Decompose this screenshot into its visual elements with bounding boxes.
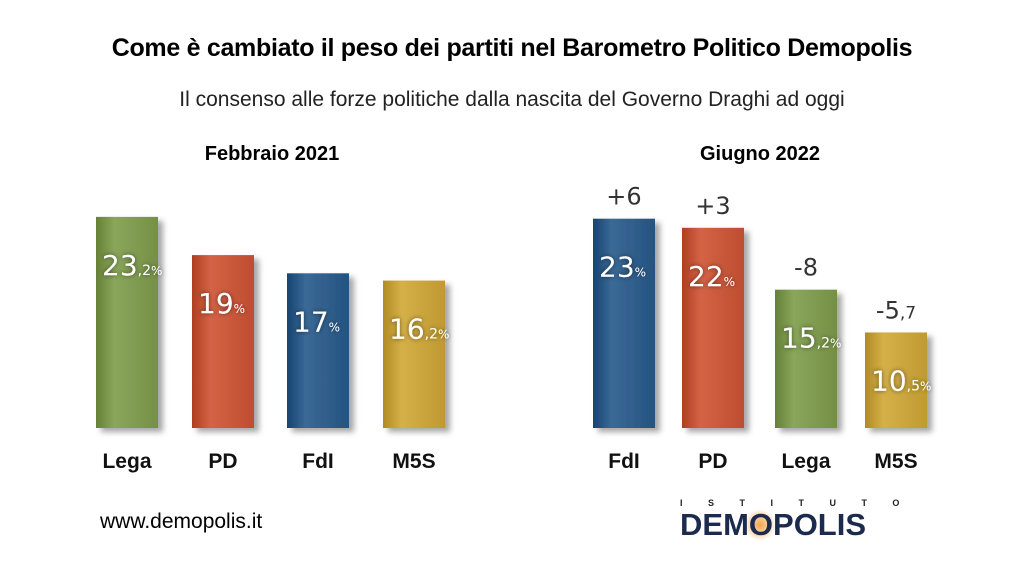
category-label: Lega <box>102 450 151 473</box>
bar-0-lega <box>96 216 158 428</box>
logo-top-text: ISTITUTO <box>680 498 925 508</box>
bar-1-fdi <box>593 218 655 428</box>
category-label: M5S <box>392 450 435 473</box>
category-label: PD <box>698 450 727 473</box>
value-label: 10,5% <box>871 364 931 397</box>
bar-0-pd <box>192 255 254 428</box>
change-label: -8 <box>794 254 818 282</box>
category-label: Lega <box>781 450 830 473</box>
panel-title-right: Giugno 2022 <box>699 143 821 165</box>
bar-1-m5s <box>865 332 927 428</box>
bar-1-pd <box>682 227 744 428</box>
bar-0-m5s <box>383 280 445 428</box>
change-label: +3 <box>695 192 730 220</box>
change-label: +6 <box>606 183 641 211</box>
value-label: 23% <box>599 251 646 284</box>
value-label: 19% <box>198 287 245 320</box>
website-url: www.demopolis.it <box>100 510 263 533</box>
value-label: 23,2% <box>102 249 162 282</box>
bar-1-lega <box>775 289 837 428</box>
category-label: FdI <box>302 450 334 473</box>
demopolis-logo: ISTITUTO DEMOPOLIS <box>680 498 925 542</box>
change-label: -5,7 <box>876 296 916 324</box>
bar-0-fdi <box>287 273 349 428</box>
value-label: 17% <box>293 305 340 338</box>
logo-text-b: POLIS <box>773 507 867 542</box>
panel-title-left: Febbraio 2021 <box>204 143 340 165</box>
chart-subtitle: Il consenso alle forze politiche dalla n… <box>179 88 845 111</box>
category-label: PD <box>208 450 237 473</box>
category-label: M5S <box>874 450 917 473</box>
value-label: 22% <box>688 260 735 293</box>
logo-text-a: DEM <box>680 507 749 542</box>
value-label: 16,2% <box>389 313 449 346</box>
value-label: 15,2% <box>781 322 841 355</box>
category-label: FdI <box>608 450 640 473</box>
logo-text-o: O <box>743 507 777 542</box>
chart-title: Come è cambiato il peso dei partiti nel … <box>111 34 913 62</box>
